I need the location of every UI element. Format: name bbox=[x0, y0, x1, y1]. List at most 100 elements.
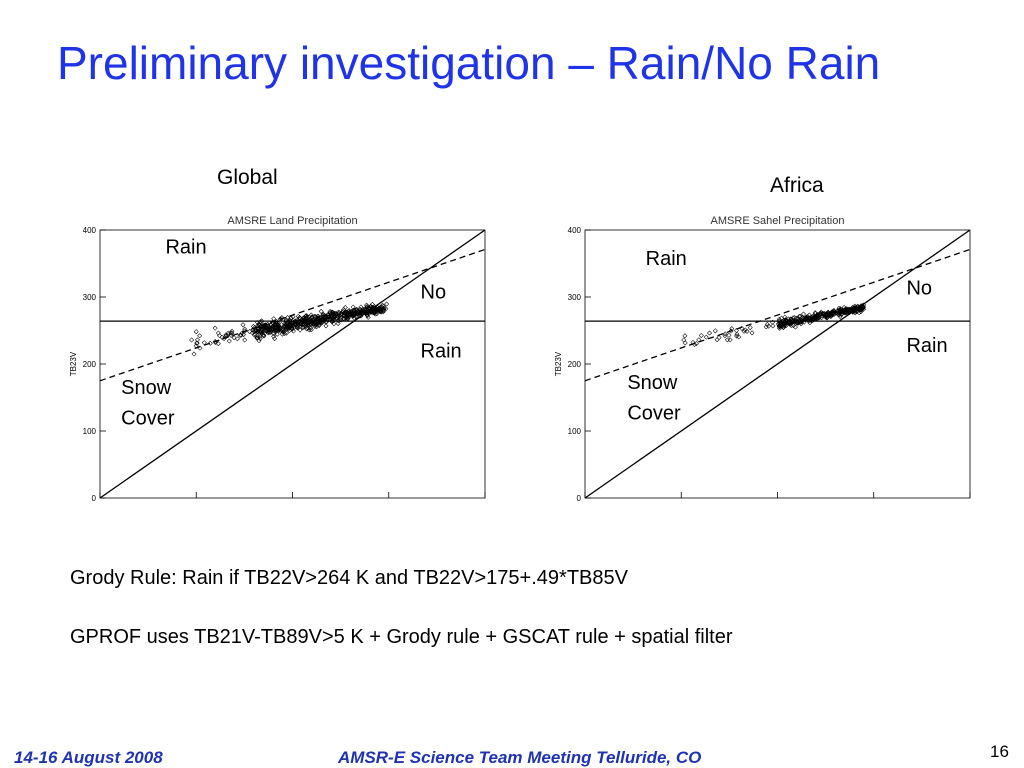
annotation-rain: Rain bbox=[646, 248, 687, 270]
data-point bbox=[296, 321, 302, 327]
data-point bbox=[811, 317, 816, 323]
data-point bbox=[358, 309, 364, 315]
data-point bbox=[259, 323, 265, 329]
data-point bbox=[271, 323, 277, 329]
global-scatter-chart: AMSRE Land Precipitation 0 100 200 300 400 0 10… bbox=[69, 215, 492, 505]
data-point bbox=[259, 318, 265, 324]
data-point bbox=[260, 330, 266, 336]
data-point bbox=[714, 337, 720, 343]
data-point bbox=[792, 319, 798, 325]
data-point bbox=[842, 310, 848, 316]
reference-lines bbox=[585, 230, 970, 498]
data-point bbox=[231, 335, 237, 341]
data-point bbox=[272, 336, 278, 342]
data-point bbox=[302, 318, 308, 324]
data-point bbox=[836, 310, 842, 316]
data-point bbox=[328, 314, 334, 320]
data-point bbox=[281, 331, 287, 337]
data-point bbox=[712, 328, 718, 334]
data-point bbox=[764, 321, 770, 327]
data-point bbox=[254, 335, 260, 341]
annotation-snow: Snow bbox=[121, 377, 172, 399]
chart-title: AMSRE Sahel Precipitation bbox=[711, 215, 845, 227]
data-point bbox=[336, 318, 342, 324]
data-point bbox=[741, 328, 747, 334]
scatter-points bbox=[189, 301, 390, 357]
data-point bbox=[255, 323, 261, 329]
data-point bbox=[357, 313, 363, 319]
data-point bbox=[335, 320, 341, 326]
data-point bbox=[734, 331, 740, 337]
data-point bbox=[318, 314, 324, 320]
data-point bbox=[265, 325, 271, 331]
data-point bbox=[271, 333, 277, 339]
data-point bbox=[295, 313, 301, 319]
data-point bbox=[726, 332, 732, 338]
data-point bbox=[813, 315, 819, 321]
data-point bbox=[797, 313, 803, 319]
data-point bbox=[729, 326, 735, 332]
data-point bbox=[716, 335, 722, 341]
data-point bbox=[787, 319, 793, 325]
data-point bbox=[286, 322, 292, 328]
data-point bbox=[781, 323, 787, 329]
data-point bbox=[264, 325, 270, 331]
data-point bbox=[782, 319, 788, 325]
data-point bbox=[225, 330, 231, 336]
x-tick-label: 0 bbox=[583, 504, 588, 505]
data-point bbox=[361, 308, 367, 314]
data-point bbox=[859, 303, 865, 309]
data-point bbox=[300, 325, 306, 331]
y-axis-label: TB23V bbox=[554, 351, 563, 376]
data-point bbox=[271, 316, 277, 322]
data-point bbox=[787, 318, 793, 324]
x-tick-label: 300 bbox=[382, 504, 396, 505]
data-point bbox=[369, 309, 375, 315]
data-point bbox=[273, 320, 279, 326]
data-point bbox=[829, 309, 835, 315]
data-point bbox=[281, 328, 287, 334]
grody-rule-note: Grody Rule: Rain if TB22V>264 K and TB22… bbox=[70, 567, 628, 589]
data-point bbox=[776, 318, 782, 324]
data-point bbox=[842, 307, 848, 313]
x-tick-label: 100 bbox=[675, 504, 689, 505]
data-point bbox=[707, 330, 713, 336]
data-point bbox=[690, 339, 696, 345]
data-point bbox=[818, 309, 824, 315]
data-point bbox=[691, 342, 697, 347]
data-point bbox=[262, 330, 268, 336]
data-point bbox=[858, 307, 863, 313]
africa-scatter-chart: AMSRE Sahel Precipitation 0 100 200 300 400 0 1… bbox=[554, 215, 977, 505]
data-point bbox=[339, 311, 345, 317]
data-point bbox=[696, 337, 702, 343]
data-point bbox=[288, 322, 294, 328]
data-point bbox=[364, 306, 370, 312]
data-point bbox=[324, 316, 330, 322]
data-point bbox=[212, 339, 218, 344]
data-point bbox=[339, 309, 345, 315]
y-tick-label: 100 bbox=[568, 427, 582, 436]
annotation-cover: Cover bbox=[627, 403, 681, 425]
data-point bbox=[805, 315, 811, 321]
data-point bbox=[272, 327, 278, 333]
data-point bbox=[322, 314, 328, 320]
data-point bbox=[736, 334, 742, 340]
data-point bbox=[823, 313, 829, 319]
data-point bbox=[801, 315, 807, 321]
chart-title: AMSRE Land Precipitation bbox=[227, 215, 357, 227]
data-point bbox=[350, 304, 356, 310]
data-point bbox=[681, 337, 687, 343]
data-point bbox=[357, 306, 363, 312]
data-point bbox=[341, 310, 347, 316]
data-point bbox=[374, 311, 380, 317]
data-point bbox=[796, 313, 802, 319]
data-point bbox=[335, 309, 341, 315]
data-point bbox=[191, 351, 197, 357]
y-tick-label: 200 bbox=[83, 360, 97, 369]
data-point bbox=[807, 315, 813, 321]
data-point bbox=[223, 332, 229, 338]
data-point bbox=[328, 313, 334, 319]
annotation-rain: Rain bbox=[421, 340, 462, 362]
data-point bbox=[215, 330, 221, 336]
data-point bbox=[240, 322, 246, 328]
